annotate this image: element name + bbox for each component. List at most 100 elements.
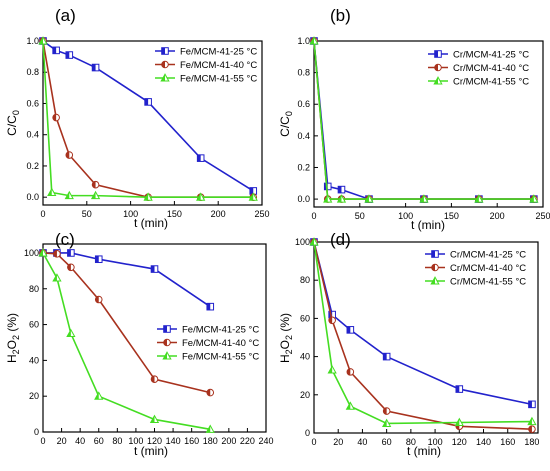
y-tick-label: 0.0 bbox=[297, 194, 310, 204]
series-line bbox=[42, 252, 211, 431]
x-axis-label: t (min) bbox=[134, 216, 168, 230]
data-point-fill bbox=[47, 188, 52, 196]
x-tick-label: 100 bbox=[428, 437, 443, 447]
chart-panel-2: (b) 0 50 100 150 200 250 0.0 0.2 0.4 0.6 0.8 1.0 t (m… bbox=[278, 6, 550, 232]
legend: Fe/MCM-41-25 °C Fe/MCM-41-40 °C Fe/MCM-41-… bbox=[157, 325, 259, 363]
data-point-fill bbox=[53, 274, 57, 282]
panel-letter: (b) bbox=[330, 6, 351, 25]
data-point bbox=[90, 190, 101, 200]
data-point bbox=[527, 416, 537, 426]
data-point bbox=[328, 316, 336, 325]
data-point-fill bbox=[206, 389, 211, 396]
data-point-fill bbox=[92, 64, 96, 71]
y-tick-label: 0.2 bbox=[26, 161, 39, 171]
series-3 bbox=[309, 36, 539, 203]
x-tick-label: 60 bbox=[94, 436, 104, 446]
y-tick-label: 0 bbox=[305, 428, 310, 438]
x-tick-label: 180 bbox=[524, 437, 539, 447]
y-tick-label: 80 bbox=[29, 284, 39, 294]
y-tick-label: 100 bbox=[295, 237, 310, 247]
data-point bbox=[327, 365, 337, 374]
y-axis-label-part: (%) bbox=[278, 313, 292, 335]
data-point bbox=[150, 265, 159, 273]
x-tick-label: 120 bbox=[452, 437, 467, 447]
y-tick-label: 0.0 bbox=[26, 192, 39, 202]
data-point bbox=[309, 237, 319, 246]
data-point bbox=[196, 192, 206, 201]
data-point bbox=[91, 63, 100, 72]
data-point bbox=[454, 417, 464, 427]
data-point-fill bbox=[151, 375, 155, 383]
x-tick-label: 100 bbox=[123, 209, 138, 219]
y-axis-label-part: C/C bbox=[5, 115, 19, 136]
series-3 bbox=[309, 237, 537, 427]
data-point bbox=[346, 368, 355, 376]
legend-marker-fill bbox=[163, 339, 167, 346]
data-point-fill bbox=[338, 186, 342, 193]
series-line bbox=[313, 241, 533, 406]
data-point bbox=[91, 180, 100, 189]
y-tick-label: 1.0 bbox=[26, 36, 39, 46]
panel-letter: (c) bbox=[55, 230, 75, 249]
chart-panel-3: (c)0 20 40 60 80 100 120 140 160 180 200 220 2400204… bbox=[5, 230, 274, 458]
data-point-fill bbox=[475, 195, 479, 203]
data-point bbox=[94, 391, 104, 400]
data-point bbox=[419, 194, 429, 203]
data-point bbox=[65, 151, 74, 159]
data-point-fill bbox=[53, 250, 57, 258]
y-axis-label-part: O bbox=[5, 340, 19, 349]
data-point bbox=[149, 414, 160, 424]
legend-marker bbox=[160, 73, 170, 82]
y-axis-label-part: O bbox=[278, 340, 292, 349]
x-tick-label: 60 bbox=[382, 437, 392, 447]
legend-marker bbox=[433, 76, 443, 85]
data-point-fill bbox=[65, 51, 70, 59]
x-tick-label: 0 bbox=[311, 211, 316, 221]
data-point-fill bbox=[528, 425, 532, 433]
data-point bbox=[382, 352, 391, 361]
data-point-fill bbox=[94, 392, 99, 400]
data-point bbox=[65, 51, 74, 59]
data-point-fill bbox=[197, 154, 201, 162]
legend-marker bbox=[162, 351, 172, 360]
data-point-fill bbox=[455, 418, 460, 426]
y-axis-label: C/C0 bbox=[5, 110, 21, 136]
x-tick-label: 0 bbox=[40, 436, 45, 446]
data-point bbox=[309, 36, 319, 45]
x-tick-label: 140 bbox=[166, 436, 181, 446]
data-point bbox=[528, 425, 536, 433]
plot-frame bbox=[313, 40, 544, 208]
x-tick-label: 180 bbox=[203, 436, 218, 446]
x-tick-label: 40 bbox=[357, 437, 367, 447]
legend: Cr/MCM-41-25 °C Cr/MCM-41-40 °C Cr/MCM-41-… bbox=[428, 50, 529, 88]
y-tick-label: 0.8 bbox=[297, 68, 310, 78]
legend-marker-fill bbox=[161, 47, 165, 55]
y-tick-label: 0.6 bbox=[297, 99, 310, 109]
legend-label: Fe/MCM-41-55 °C bbox=[180, 74, 257, 85]
x-tick-label: 200 bbox=[490, 211, 505, 221]
x-tick-label: 20 bbox=[57, 436, 67, 446]
y-tick-label: 1.0 bbox=[297, 36, 310, 46]
data-point bbox=[52, 273, 62, 282]
legend-marker bbox=[434, 50, 442, 58]
data-point-fill bbox=[151, 265, 155, 273]
x-tick-label: 0 bbox=[311, 437, 316, 447]
y-tick-label: 80 bbox=[300, 275, 310, 285]
data-point bbox=[455, 385, 464, 393]
data-point bbox=[144, 98, 152, 106]
legend: Cr/MCM-41-25 °C Cr/MCM-41-40 °C Cr/MCM-41-… bbox=[425, 250, 526, 288]
data-point bbox=[52, 113, 60, 122]
y-axis-label-subscript: 2 bbox=[284, 349, 294, 354]
data-point bbox=[143, 192, 153, 201]
data-point-fill bbox=[206, 425, 211, 433]
data-point bbox=[38, 248, 48, 257]
data-point bbox=[382, 418, 392, 427]
y-axis-label-part: (%) bbox=[5, 313, 19, 335]
legend-marker-fill bbox=[431, 277, 435, 285]
legend-label: Cr/MCM-41-25 °C bbox=[453, 50, 529, 61]
data-point bbox=[66, 328, 76, 338]
data-point bbox=[64, 190, 74, 200]
series-3 bbox=[38, 248, 215, 433]
data-point-fill bbox=[420, 195, 424, 203]
